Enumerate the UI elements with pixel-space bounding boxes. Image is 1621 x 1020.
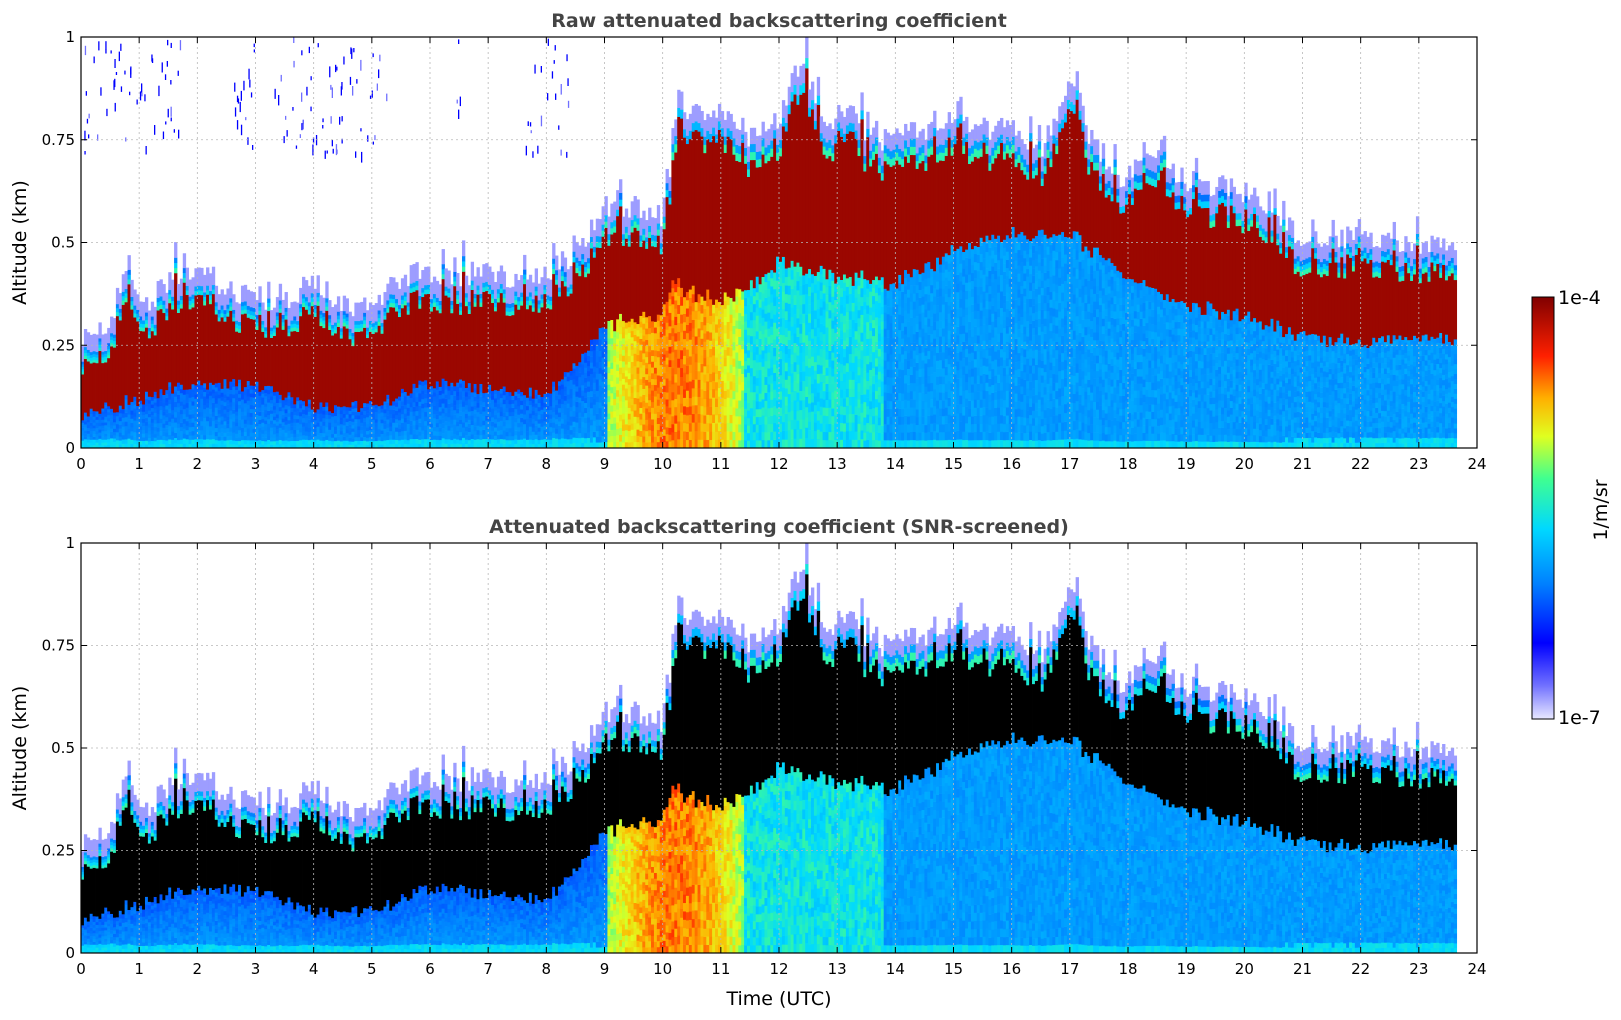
raw-backscatter-panel: Raw attenuated backscattering coefficien… <box>9 10 1487 473</box>
panel2-ylabel: Altitude (km) <box>9 686 31 811</box>
noise-specks <box>84 38 569 163</box>
x-tick-label: 18 <box>1118 455 1137 473</box>
x-tick-label: 7 <box>483 455 493 473</box>
x-tick-label: 4 <box>309 455 319 473</box>
panel1-title: Raw attenuated backscattering coefficien… <box>551 10 1007 32</box>
y-tick-label: 0.75 <box>42 637 75 655</box>
x-tick-label: 4 <box>309 960 319 978</box>
colorbar-unit-label: 1/m/sr <box>1590 479 1612 540</box>
x-tick-label: 18 <box>1118 960 1137 978</box>
x-tick-label: 16 <box>1002 455 1021 473</box>
x-tick-label: 10 <box>653 960 672 978</box>
y-tick-label: 0.25 <box>42 336 75 354</box>
x-tick-label: 21 <box>1293 960 1312 978</box>
x-tick-label: 19 <box>1177 455 1196 473</box>
x-tick-label: 1 <box>134 960 144 978</box>
x-tick-label: 17 <box>1060 455 1079 473</box>
screened-backscatter-panel: Attenuated backscattering coefficient (S… <box>9 516 1487 1010</box>
x-tick-label: 11 <box>711 455 730 473</box>
x-tick-label: 22 <box>1351 455 1370 473</box>
x-tick-label: 8 <box>542 455 552 473</box>
panel1-plot-area: 0 1 2 3 4 5 6 7 8 9 10 11 12 13 14 15 16 17 18 19 20 21 22 23 24… <box>42 28 1487 473</box>
x-tick-label: 22 <box>1351 960 1370 978</box>
panel1-ylabel: Altitude (km) <box>9 180 31 305</box>
y-tick-label: 0 <box>65 944 75 962</box>
colorbar-gradient <box>1532 297 1554 719</box>
y-tick-label: 1 <box>65 534 75 552</box>
x-tick-label: 9 <box>600 455 610 473</box>
x-tick-label: 14 <box>886 960 905 978</box>
x-tick-label: 6 <box>425 455 435 473</box>
y-tick-label: 0.75 <box>42 131 75 149</box>
x-tick-label: 12 <box>769 455 788 473</box>
x-tick-label: 12 <box>769 960 788 978</box>
x-tick-label: 20 <box>1235 455 1254 473</box>
x-tick-label: 24 <box>1467 960 1486 978</box>
figure: Raw attenuated backscattering coefficien… <box>0 0 1621 1020</box>
panel2-title: Attenuated backscattering coefficient (S… <box>489 516 1069 538</box>
y-tick-label: 0.25 <box>42 842 75 860</box>
x-tick-label: 3 <box>251 960 261 978</box>
panel2-plot-area: 0 1 2 3 4 5 6 7 8 9 10 11 12 13 14 15 16 17 18 19 20 21 22 23 24… <box>42 534 1487 978</box>
panel2-xlabel: Time (UTC) <box>725 988 831 1010</box>
x-tick-label: 17 <box>1060 960 1079 978</box>
x-tick-label: 23 <box>1409 960 1428 978</box>
x-tick-label: 3 <box>251 455 261 473</box>
x-tick-label: 0 <box>76 455 86 473</box>
x-tick-label: 11 <box>711 960 730 978</box>
x-tick-label: 23 <box>1409 455 1428 473</box>
x-tick-label: 15 <box>944 960 963 978</box>
x-tick-label: 1 <box>134 455 144 473</box>
x-tick-label: 14 <box>886 455 905 473</box>
y-tick-label: 0 <box>65 439 75 457</box>
x-tick-label: 13 <box>828 455 847 473</box>
x-tick-label: 8 <box>542 960 552 978</box>
x-tick-label: 19 <box>1177 960 1196 978</box>
colorbar: 1e-4 1e-7 1/m/sr <box>1532 287 1612 729</box>
y-tick-label: 0.5 <box>51 739 75 757</box>
x-tick-label: 7 <box>483 960 493 978</box>
x-tick-label: 5 <box>367 455 377 473</box>
x-tick-label: 0 <box>76 960 86 978</box>
x-tick-label: 15 <box>944 455 963 473</box>
colorbar-max-label: 1e-4 <box>1558 287 1601 309</box>
x-tick-label: 13 <box>828 960 847 978</box>
y-tick-label: 1 <box>65 28 75 46</box>
x-tick-label: 2 <box>193 455 203 473</box>
x-tick-label: 9 <box>600 960 610 978</box>
x-tick-label: 6 <box>425 960 435 978</box>
x-tick-label: 20 <box>1235 960 1254 978</box>
x-tick-label: 2 <box>193 960 203 978</box>
y-tick-label: 0.5 <box>51 234 75 252</box>
colorbar-min-label: 1e-7 <box>1558 707 1601 729</box>
x-tick-label: 16 <box>1002 960 1021 978</box>
x-tick-label: 10 <box>653 455 672 473</box>
x-tick-label: 21 <box>1293 455 1312 473</box>
x-tick-label: 24 <box>1467 455 1486 473</box>
x-tick-label: 5 <box>367 960 377 978</box>
